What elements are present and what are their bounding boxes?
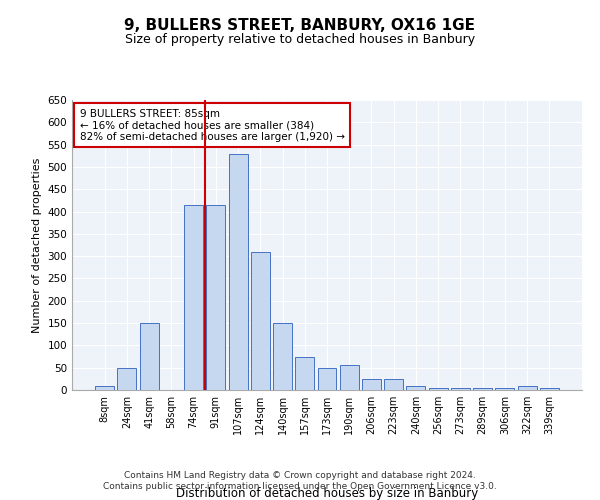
Bar	[540, 388, 559, 390]
Text: Contains HM Land Registry data © Crown copyright and database right 2024.: Contains HM Land Registry data © Crown c…	[124, 470, 476, 480]
Text: 9, BULLERS STREET, BANBURY, OX16 1GE: 9, BULLERS STREET, BANBURY, OX16 1GE	[125, 18, 476, 32]
Bar	[362, 379, 381, 390]
Bar	[251, 252, 270, 390]
Bar	[95, 386, 114, 390]
Bar	[184, 205, 203, 390]
Bar	[317, 368, 337, 390]
Bar	[518, 386, 536, 390]
Bar	[384, 379, 403, 390]
Bar	[295, 356, 314, 390]
Text: Size of property relative to detached houses in Banbury: Size of property relative to detached ho…	[125, 32, 475, 46]
Bar	[429, 388, 448, 390]
Bar	[406, 386, 425, 390]
Bar	[473, 388, 492, 390]
Bar	[229, 154, 248, 390]
X-axis label: Distribution of detached houses by size in Banbury: Distribution of detached houses by size …	[176, 487, 478, 500]
Bar	[496, 388, 514, 390]
Text: 9 BULLERS STREET: 85sqm
← 16% of detached houses are smaller (384)
82% of semi-d: 9 BULLERS STREET: 85sqm ← 16% of detache…	[80, 108, 344, 142]
Bar	[273, 323, 292, 390]
Bar	[118, 368, 136, 390]
Bar	[206, 205, 225, 390]
Text: Contains public sector information licensed under the Open Government Licence v3: Contains public sector information licen…	[103, 482, 497, 491]
Bar	[451, 388, 470, 390]
Y-axis label: Number of detached properties: Number of detached properties	[32, 158, 42, 332]
Bar	[340, 366, 359, 390]
Bar	[140, 323, 158, 390]
